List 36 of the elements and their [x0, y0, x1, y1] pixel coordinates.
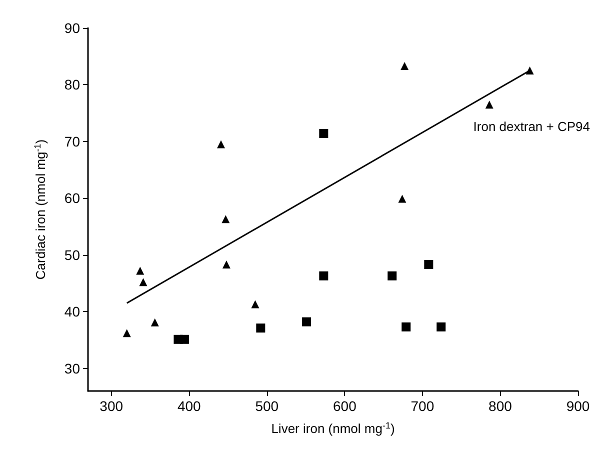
- y-axis-title: Cardiac iron (nmol mg-1): [32, 139, 48, 280]
- point: [388, 271, 397, 280]
- x-tick-label: 800: [488, 398, 512, 414]
- point: [136, 266, 144, 275]
- annotation: Iron dextran + CP94: [473, 119, 590, 134]
- x-tick-label: 900: [566, 398, 590, 414]
- x-tick-label: 600: [332, 398, 357, 414]
- point: [222, 215, 230, 224]
- y-tick-label: 70: [64, 133, 80, 150]
- x-tick-label: 500: [255, 398, 279, 414]
- point: [398, 194, 406, 203]
- point: [485, 100, 494, 109]
- x-tick-label: 300: [100, 398, 124, 414]
- point: [302, 317, 312, 326]
- point: [222, 260, 230, 269]
- y-tick-label: 40: [64, 304, 80, 320]
- point: [402, 322, 411, 332]
- y-tick-label: 30: [64, 360, 80, 376]
- x-tick-label: 700: [410, 398, 434, 414]
- point: [319, 271, 328, 280]
- point: [424, 260, 434, 270]
- point: [400, 62, 409, 70]
- point: [436, 322, 446, 332]
- y-tick-label: 50: [64, 246, 80, 263]
- y-tick-label: 90: [64, 20, 80, 36]
- point: [217, 140, 225, 148]
- x-tick-label: 400: [177, 398, 202, 414]
- y-tick-label: 80: [64, 76, 80, 93]
- y-tick-label: 60: [64, 190, 80, 206]
- point: [139, 278, 148, 286]
- point: [122, 329, 131, 338]
- point: [319, 128, 328, 138]
- point: [180, 334, 189, 344]
- point: [256, 324, 266, 333]
- point: [150, 318, 159, 326]
- point: [251, 300, 260, 308]
